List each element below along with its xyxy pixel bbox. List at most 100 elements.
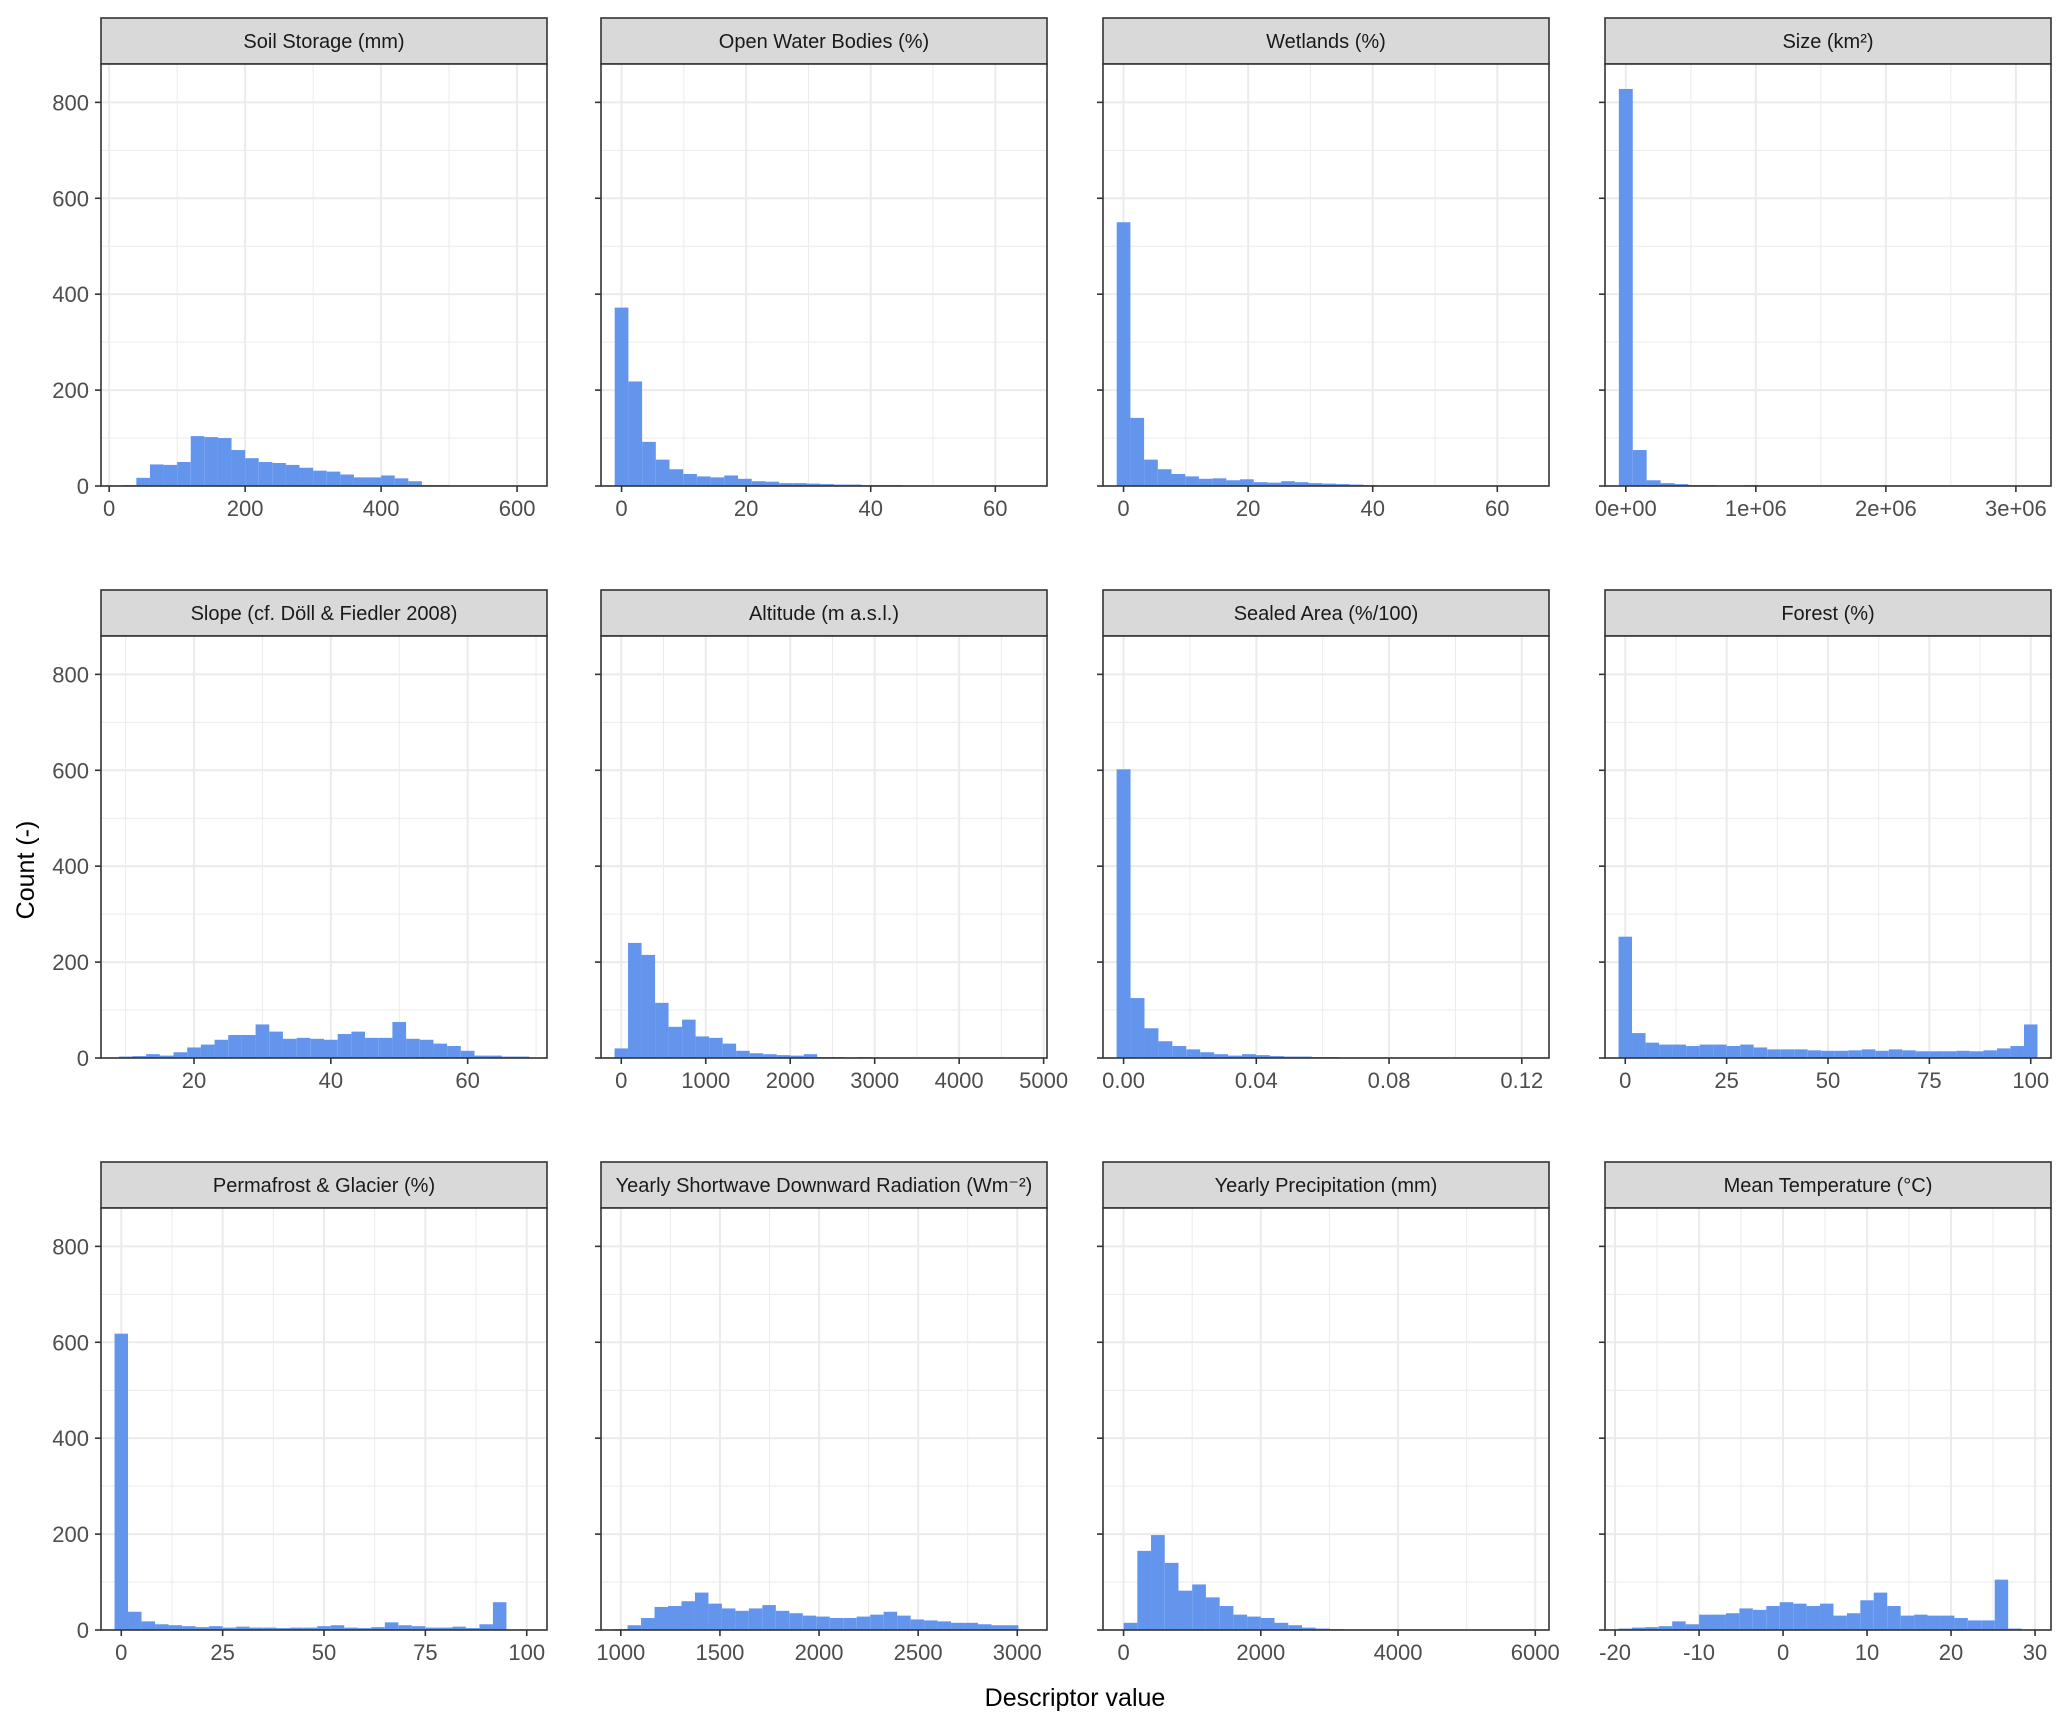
x-tick-label: 30 <box>2023 1640 2047 1665</box>
histogram-bars <box>114 1333 507 1630</box>
panel-border <box>1102 63 1550 487</box>
y-tick-label: 600 <box>52 758 89 783</box>
x-tick-label: 0 <box>103 496 115 521</box>
panel-border <box>1604 1207 2052 1631</box>
histogram-bar <box>1873 1592 1888 1630</box>
histogram-bar <box>276 1628 291 1630</box>
y-tick-label: 400 <box>52 854 89 879</box>
x-axis-title: Descriptor value <box>985 1684 1166 1712</box>
histogram-bar <box>843 1618 857 1630</box>
histogram-bar <box>141 1621 156 1630</box>
histogram-bar <box>1260 1618 1275 1630</box>
x-tick-label: 6000 <box>1511 1640 1560 1665</box>
histogram-bar <box>1672 1044 1687 1058</box>
y-axis-title: Count (-) <box>12 821 40 920</box>
histogram-bars <box>1116 222 1528 486</box>
y-tick-label: 200 <box>52 1522 89 1547</box>
histogram-bar <box>1646 480 1661 486</box>
x-tick-label: 1000 <box>596 1640 645 1665</box>
histogram-bar <box>937 1621 952 1630</box>
histogram-bar <box>694 1592 709 1630</box>
histogram-bar <box>724 475 739 486</box>
histogram-bar <box>1740 1044 1754 1058</box>
histogram-bar <box>2023 1024 2038 1058</box>
histogram-bar <box>419 1039 434 1058</box>
x-tick-label: 10 <box>1855 1640 1879 1665</box>
y-tick-label: 800 <box>52 90 89 115</box>
histogram-bar <box>114 1333 129 1630</box>
histogram-bars <box>109 436 531 486</box>
histogram-bar <box>231 450 246 486</box>
histogram-bar <box>269 1031 283 1058</box>
panel-background <box>1103 64 1549 486</box>
x-tick-label: 0 <box>1777 1640 1789 1665</box>
histogram-bar <box>200 1044 215 1058</box>
panel-open-water-bodies: Open Water Bodies (%) 0 20 40 60 <box>595 17 1048 521</box>
histogram-bar <box>991 1625 1005 1630</box>
histogram-bar <box>738 478 752 486</box>
histogram-bar <box>1752 1609 1767 1630</box>
histogram-bar <box>695 1036 710 1058</box>
x-tick-label: 60 <box>983 496 1007 521</box>
histogram-bars <box>614 1592 1019 1630</box>
panel-border <box>1102 635 1550 1059</box>
histogram-bar <box>340 474 354 486</box>
histogram-bar <box>856 1616 871 1630</box>
facet-title: Yearly Shortwave Downward Radiation (Wm⁻… <box>616 1175 1033 1197</box>
histogram-bar <box>1240 479 1254 486</box>
histogram-bar <box>1178 1590 1193 1630</box>
histogram-bar <box>1288 1625 1302 1630</box>
panel-border <box>1102 1207 1550 1631</box>
histogram-bar <box>820 484 834 486</box>
facet-title: Soil Storage (mm) <box>243 31 404 53</box>
histogram-bar <box>763 1054 777 1058</box>
histogram-bar <box>272 462 286 486</box>
histogram-bar <box>465 1628 480 1630</box>
histogram-bar <box>1954 1618 1968 1630</box>
histogram-bar <box>1699 1044 1714 1058</box>
histogram-bar <box>924 1620 938 1630</box>
histogram-bar <box>829 1618 844 1630</box>
histogram-bar <box>1632 450 1647 486</box>
y-tick-label: 800 <box>52 662 89 687</box>
x-tick-label: 0.04 <box>1235 1068 1278 1093</box>
histogram-bar <box>1942 1051 1957 1058</box>
facet-title: Wetlands (%) <box>1266 31 1386 53</box>
y-tick-label: 800 <box>52 1234 89 1259</box>
panel-background <box>601 64 1047 486</box>
histogram-bar <box>1144 459 1158 486</box>
histogram-bar <box>816 1616 830 1630</box>
histogram-bar <box>654 1606 668 1630</box>
histogram-bar <box>433 1043 448 1058</box>
histogram-bar <box>1686 1046 1700 1058</box>
histogram-bar <box>1137 1550 1152 1630</box>
histogram-bar <box>168 1625 183 1630</box>
histogram-bar <box>365 1037 379 1058</box>
x-tick-label: 1e+06 <box>1725 496 1787 521</box>
histogram-bar <box>447 1046 461 1058</box>
facet-strip <box>1102 17 1550 65</box>
histogram-bar <box>964 1622 979 1630</box>
histogram-bar <box>668 1026 683 1058</box>
histogram-bar <box>1674 484 1689 486</box>
facet-strip <box>1102 1161 1550 1209</box>
x-tick-label: 2500 <box>894 1640 943 1665</box>
histogram-bar <box>241 1034 256 1058</box>
histogram-bar <box>177 462 191 486</box>
histogram-bar <box>710 477 725 486</box>
histogram-bar <box>1914 1614 1928 1630</box>
facet-title: Size (km²) <box>1782 31 1873 53</box>
facet-strip <box>1604 1161 2052 1209</box>
histogram-bar <box>204 437 218 486</box>
histogram-bar <box>1226 480 1241 486</box>
histogram-bar <box>249 1627 264 1630</box>
histogram-bar <box>641 1618 655 1630</box>
x-tick-label: 4000 <box>935 1068 984 1093</box>
histogram-bar <box>324 1039 338 1058</box>
histogram-bar <box>1214 1054 1229 1058</box>
histogram-bar <box>1198 478 1213 486</box>
x-tick-label: 40 <box>858 496 882 521</box>
histogram-bar <box>1301 1627 1316 1630</box>
histogram-bar <box>1335 484 1350 486</box>
histogram-bar <box>1659 1044 1673 1058</box>
